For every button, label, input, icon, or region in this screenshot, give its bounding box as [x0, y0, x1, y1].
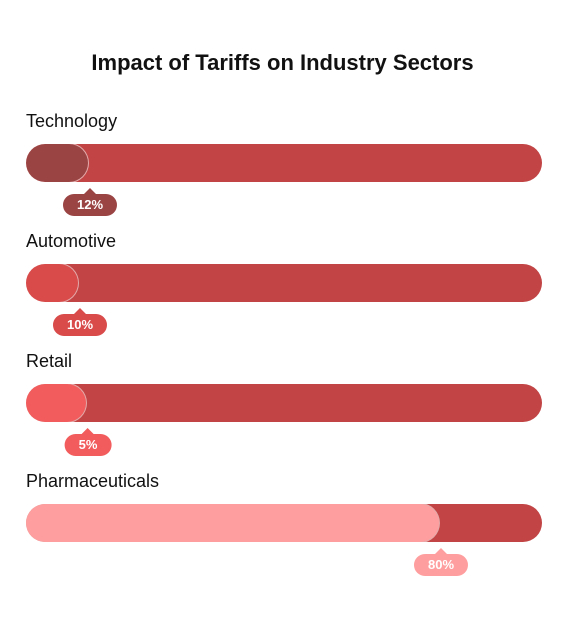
value-label: 5% [64, 428, 112, 456]
bar-track [26, 264, 542, 302]
category-label: Retail [26, 351, 73, 371]
bar-track [26, 504, 542, 542]
bar-fill [26, 144, 88, 182]
bar-track [26, 384, 542, 422]
value-label: 12% [62, 188, 118, 216]
bar-fill [26, 384, 86, 422]
category-label: Pharmaceuticals [26, 471, 160, 491]
category-label: Technology [26, 111, 118, 131]
bar-fill [26, 264, 78, 302]
chart-title: Impact of Tariffs on Industry Sectors [91, 50, 474, 75]
category-label: Automotive [26, 231, 117, 251]
value-label: 80% [413, 548, 469, 576]
value-label: 10% [52, 308, 108, 336]
bar-fill [26, 504, 439, 542]
bar-track [26, 144, 542, 182]
